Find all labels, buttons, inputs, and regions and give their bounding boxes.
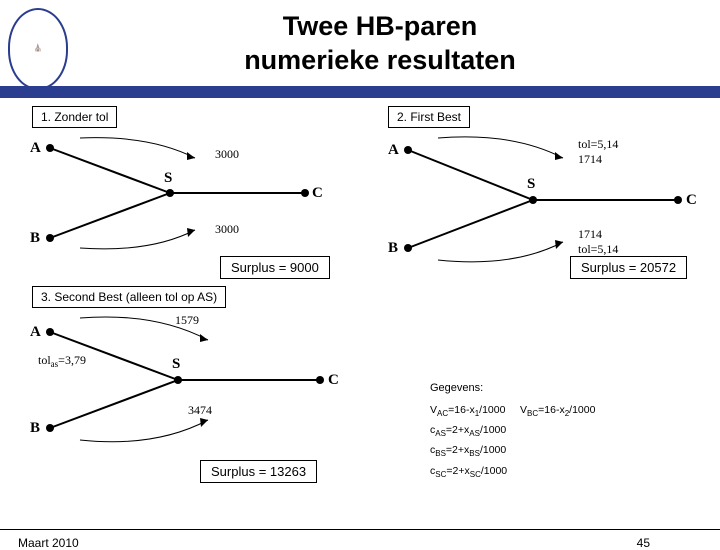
surplus-3: Surplus = 13263 [200, 460, 317, 483]
svg-text:S: S [527, 176, 535, 192]
svg-text:S: S [172, 356, 180, 372]
gegevens-line-cas: cAS=2+xAS/1000 [430, 421, 595, 441]
gegevens-block: Gegevens: VAC=16-x1/1000 VBC=16-x2/1000 … [430, 378, 595, 482]
diagram-1: A B S C 3000 3000 [20, 130, 330, 260]
section-1-label: 1. Zonder tol [32, 106, 117, 128]
diagram-2-svg: A B S C tol=5,14 1714 1714 tol=5,14 [378, 130, 708, 270]
d3-val-bot: 3474 [188, 403, 212, 417]
title-line-1: Twee HB-paren [283, 11, 478, 41]
title-line-2: numerieke resultaten [244, 45, 516, 75]
svg-text:C: C [686, 192, 697, 208]
section-2-label: 2. First Best [388, 106, 470, 128]
header-bar: ⛪ Twee HB-paren numerieke resultaten [0, 0, 720, 98]
gegevens-header: Gegevens: [430, 378, 595, 399]
d2-tol-top: tol=5,14 [578, 137, 618, 151]
svg-text:B: B [388, 240, 398, 256]
svg-text:A: A [30, 324, 41, 340]
logo: ⛪ [8, 8, 68, 90]
svg-text:A: A [388, 142, 399, 158]
d3-val-top: 1579 [175, 313, 199, 327]
gegevens-line-vac: VAC=16-x1/1000 VBC=16-x2/1000 [430, 401, 595, 421]
d2-val-bot: 1714 [578, 227, 602, 241]
svg-text:C: C [328, 372, 339, 388]
diagram-1-svg: A B S C 3000 3000 [20, 130, 330, 260]
svg-text:B: B [30, 230, 40, 246]
surplus-1: Surplus = 9000 [220, 256, 330, 279]
svg-text:C: C [312, 185, 323, 201]
footer: Maart 2010 45 [0, 529, 720, 534]
footer-date: Maart 2010 [18, 536, 79, 550]
logo-glyph: ⛪ [34, 45, 43, 53]
d1-val-top: 3000 [215, 147, 239, 161]
surplus-2: Surplus = 20572 [570, 256, 687, 279]
diagram-3: A B S C tolas=3,79 1579 3474 [20, 310, 350, 450]
gegevens-line-csc: cSC=2+xSC/1000 [430, 462, 595, 482]
page-title: Twee HB-paren numerieke resultaten [140, 10, 620, 78]
d3-tolas: tolas=3,79 [38, 353, 86, 369]
svg-text:S: S [164, 170, 172, 186]
svg-text:A: A [30, 140, 41, 156]
d1-val-bot: 3000 [215, 222, 239, 236]
svg-text:B: B [30, 420, 40, 436]
d2-tol-bot: tol=5,14 [578, 242, 618, 256]
gegevens-line-cbs: cBS=2+xBS/1000 [430, 441, 595, 461]
footer-page: 45 [637, 536, 650, 550]
d2-val-top: 1714 [578, 152, 602, 166]
diagram-3-svg: A B S C tolas=3,79 1579 3474 [20, 310, 350, 450]
diagram-2: A B S C tol=5,14 1714 1714 tol=5,14 [378, 130, 708, 270]
section-3-label: 3. Second Best (alleen tol op AS) [32, 286, 226, 308]
